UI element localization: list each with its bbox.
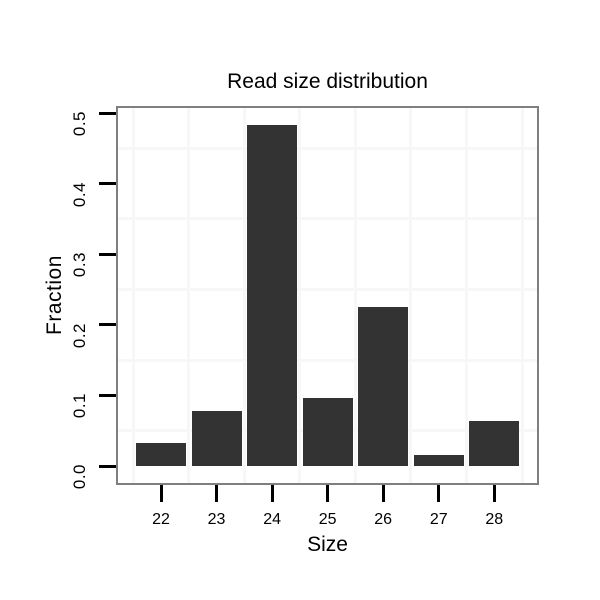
y-tick-0.2 bbox=[99, 323, 116, 327]
x-tick-label-22: 22 bbox=[152, 511, 170, 528]
x-tick-27 bbox=[437, 485, 441, 502]
y-tick-label-0.2: 0.2 bbox=[70, 322, 89, 348]
y-tick-label-0.1: 0.1 bbox=[70, 393, 89, 419]
y-tick-0.0 bbox=[99, 464, 116, 468]
minor-gridline-horizontal bbox=[118, 358, 537, 362]
minor-gridline-horizontal bbox=[118, 288, 537, 291]
y-axis-title: Fraction bbox=[43, 255, 66, 335]
minor-gridline-vertical bbox=[353, 108, 357, 483]
bar-24 bbox=[247, 125, 298, 466]
x-tick-22 bbox=[159, 485, 163, 502]
bar-25 bbox=[302, 398, 353, 466]
bar-23 bbox=[191, 410, 242, 466]
minor-gridline-vertical bbox=[520, 108, 524, 483]
x-tick-24 bbox=[270, 485, 274, 502]
y-tick-label-0.4: 0.4 bbox=[70, 181, 89, 207]
x-tick-label-28: 28 bbox=[485, 511, 504, 528]
bar-26 bbox=[358, 307, 409, 466]
y-tick-label-0.0: 0.0 bbox=[70, 464, 89, 490]
plot-panel bbox=[116, 106, 539, 485]
y-tick-label-0.3: 0.3 bbox=[70, 252, 89, 278]
x-tick-label-27: 27 bbox=[429, 511, 448, 528]
y-tick-0.3 bbox=[99, 252, 116, 256]
x-tick-label-25: 25 bbox=[318, 511, 337, 528]
bar-22 bbox=[136, 443, 186, 466]
y-tick-0.5 bbox=[99, 111, 116, 115]
minor-gridline-vertical bbox=[298, 108, 302, 483]
x-tick-25 bbox=[326, 485, 330, 502]
minor-gridline-vertical bbox=[187, 108, 191, 483]
y-tick-0.4 bbox=[99, 182, 116, 186]
x-tick-23 bbox=[215, 485, 219, 502]
minor-gridline-vertical bbox=[409, 108, 413, 483]
x-tick-26 bbox=[381, 485, 385, 502]
minor-gridline-horizontal bbox=[118, 146, 537, 150]
x-tick-label-24: 24 bbox=[263, 511, 281, 528]
minor-gridline-horizontal bbox=[118, 217, 537, 221]
minor-gridline-vertical bbox=[465, 108, 469, 483]
minor-gridline-vertical bbox=[131, 108, 135, 483]
x-axis-title: Size bbox=[307, 533, 348, 556]
minor-gridline-vertical bbox=[242, 108, 246, 483]
x-tick-label-26: 26 bbox=[374, 511, 393, 528]
chart-title: Read size distribution bbox=[227, 70, 428, 93]
y-tick-0.1 bbox=[99, 393, 116, 397]
bar-28 bbox=[469, 420, 520, 466]
y-tick-label-0.5: 0.5 bbox=[70, 111, 89, 137]
x-tick-28 bbox=[492, 485, 496, 502]
bar-27 bbox=[413, 455, 464, 466]
x-tick-label-23: 23 bbox=[207, 511, 226, 528]
